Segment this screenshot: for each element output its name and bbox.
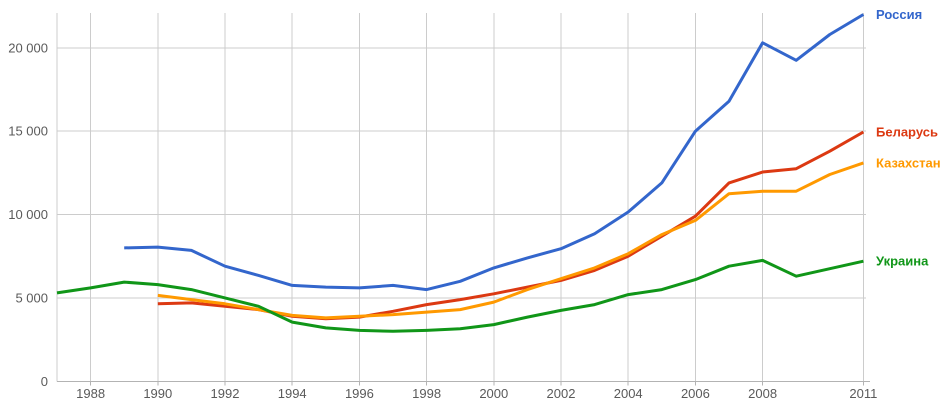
series-line-belarus[interactable] (157, 130, 865, 321)
y-tick-label: 20 000 (8, 40, 48, 55)
series-label-ukraine[interactable]: Украина (876, 254, 929, 269)
x-tick-label: 2004 (614, 386, 643, 401)
x-tick-label: 1996 (345, 386, 374, 401)
y-tick-label: 5 000 (15, 290, 48, 305)
series-label-kazakhstan[interactable]: Казахстан (876, 155, 941, 170)
x-tick-label: 2008 (748, 386, 777, 401)
series-line-kazakhstan[interactable] (157, 161, 864, 320)
x-tick-label: 1988 (76, 386, 105, 401)
y-tick-label: 10 000 (8, 207, 48, 222)
x-tick-label: 1998 (412, 386, 441, 401)
x-tick-label: 1992 (211, 386, 240, 401)
y-tick-label: 0 (41, 374, 48, 389)
series-label-russia[interactable]: Россия (876, 7, 922, 22)
x-tick-label: 2011 (849, 386, 877, 401)
x-tick-label: 1994 (278, 386, 307, 401)
x-tick-label: 2000 (479, 386, 508, 401)
x-tick-label: 1990 (143, 386, 172, 401)
y-tick-label: 15 000 (8, 124, 48, 139)
x-tick-label: 2002 (547, 386, 576, 401)
series-label-belarus[interactable]: Беларусь (876, 125, 938, 140)
series-line-russia[interactable] (124, 13, 865, 292)
x-tick-label: 2006 (681, 386, 710, 401)
series-line-ukraine[interactable] (56, 258, 864, 333)
